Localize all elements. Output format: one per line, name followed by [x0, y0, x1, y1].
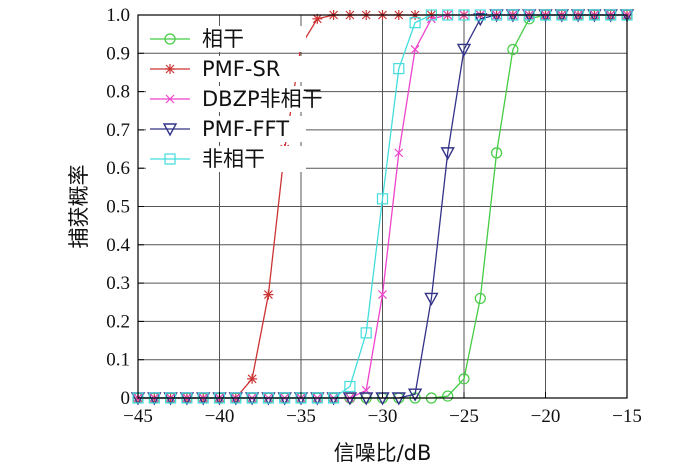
- legend-marker: [165, 94, 175, 104]
- x-tick-label: −30: [368, 406, 398, 427]
- x-tick-label: −45: [123, 406, 153, 427]
- data-point-marker: [456, 43, 472, 57]
- legend-entry-4: PMF-FFT: [146, 116, 306, 142]
- data-point-marker: [491, 147, 503, 159]
- legend-marker: [165, 64, 175, 74]
- x-tick-label: −35: [286, 406, 316, 427]
- data-point-marker: [344, 380, 356, 393]
- legend-label: 非相干: [202, 147, 265, 171]
- x-tick-label: −20: [531, 406, 561, 427]
- legend-entry-3: DBZP非相干: [146, 86, 323, 112]
- legend-entry-5: 非相干: [146, 146, 306, 172]
- data-point-marker: [440, 147, 455, 161]
- x-tick-label: −15: [612, 406, 642, 427]
- legend-marker: [164, 153, 176, 165]
- data-point-marker: [473, 13, 488, 27]
- y-tick-label: 0: [121, 388, 131, 409]
- data-point-marker: [458, 373, 470, 385]
- y-tick-label: 0.5: [106, 197, 130, 218]
- legend-label: 相干: [202, 27, 244, 51]
- data-point-marker: [247, 373, 258, 384]
- y-tick-label: 0.3: [106, 273, 130, 294]
- data-point-marker: [378, 290, 387, 300]
- y-tick-label: 0.7: [106, 120, 130, 141]
- y-tick-label: 0.9: [106, 43, 130, 64]
- y-axis-label: 捕获概率: [67, 165, 91, 249]
- y-tick-label: 0.1: [106, 350, 130, 371]
- legend-marker: [162, 123, 178, 137]
- y-tick-label: 0.6: [106, 158, 130, 179]
- data-point-marker: [407, 388, 423, 402]
- data-point-marker: [442, 390, 454, 402]
- y-tick-label: 0.4: [106, 235, 130, 256]
- data-point-marker: [424, 292, 439, 306]
- data-point-marker: [312, 13, 323, 24]
- legend-label: DBZP非相干: [202, 87, 323, 111]
- data-point-marker: [394, 148, 404, 158]
- data-point-marker: [393, 63, 405, 75]
- data-point-marker: [409, 17, 421, 29]
- y-tick-label: 0.2: [106, 311, 130, 332]
- data-point-marker: [410, 45, 420, 54]
- legend-marker: [164, 33, 176, 45]
- y-tick-label: 1.0: [106, 5, 130, 26]
- legend-label: PMF-SR: [202, 57, 280, 81]
- data-point-marker: [474, 292, 486, 305]
- data-point-marker: [376, 193, 389, 205]
- data-point-marker: [507, 43, 519, 56]
- y-tick-label: 0.8: [106, 82, 130, 103]
- data-point-marker: [360, 327, 372, 339]
- legend-entry-2: PMF-SR: [146, 56, 306, 82]
- data-point-marker: [263, 289, 274, 300]
- x-tick-label: −25: [449, 406, 479, 427]
- legend-entry-1: 相干: [146, 26, 306, 52]
- x-axis-label: 信噪比/dB: [334, 441, 432, 465]
- x-tick-label: −40: [205, 406, 235, 427]
- legend: 相干 PMF-SR DBZP非相干 PMF-FFT 非相干: [146, 26, 323, 172]
- axis-ticks: −45 −40 −35 −30 −25 −20 −15 0 0.1 0.2 0.3 0.4 0.5 0.6…: [106, 5, 642, 427]
- legend-label: PMF-FFT: [202, 117, 289, 141]
